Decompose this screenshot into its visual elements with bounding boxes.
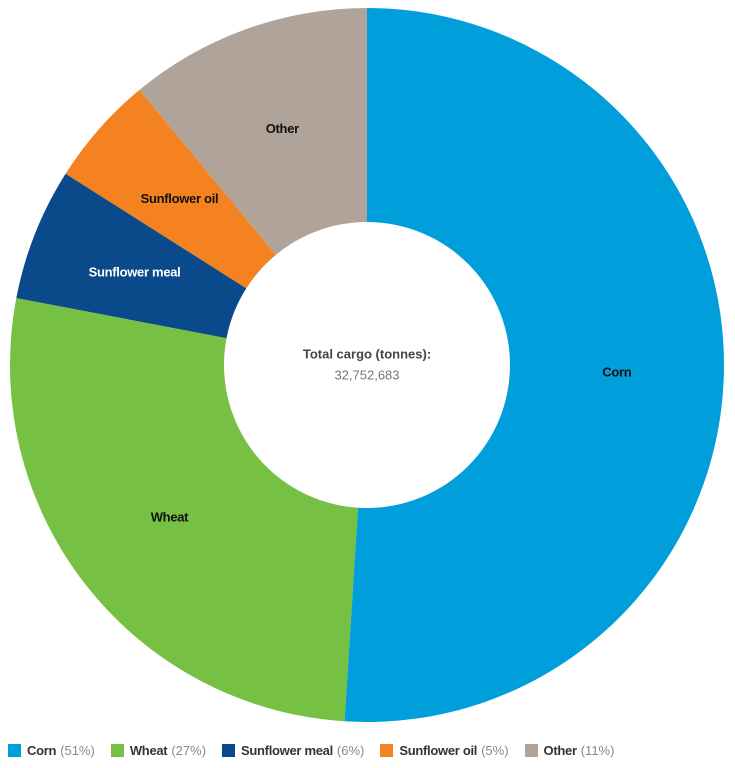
legend-percent: (27%) xyxy=(171,742,207,758)
legend-name: Wheat xyxy=(129,742,168,758)
slice-label: Wheat xyxy=(151,510,189,525)
slice-label: Sunflower meal xyxy=(89,264,181,279)
legend-name: Sunflower oil xyxy=(399,742,478,758)
legend-swatch xyxy=(524,743,538,757)
legend-swatch xyxy=(222,743,236,757)
slice xyxy=(9,298,359,722)
slice xyxy=(16,173,247,339)
slice-label: Other xyxy=(266,121,299,136)
legend-item: Sunflower meal (6%) xyxy=(222,743,364,758)
slice-label: Corn xyxy=(602,364,631,379)
legend-swatch xyxy=(110,743,124,757)
legend: Corn (51%) Wheat (27%) Sunflower meal (6%) Sun… xyxy=(0,735,735,765)
legend-swatch xyxy=(380,743,394,757)
legend-item: Wheat (27%) xyxy=(110,742,207,758)
slice xyxy=(65,89,276,289)
legend-item: Other (11%) xyxy=(524,742,615,758)
legend-name: Corn xyxy=(27,742,57,758)
center-title: Total cargo (tonnes): xyxy=(303,346,431,361)
slice-label: Sunflower oil xyxy=(141,191,219,206)
chart: Total cargo (tonnes): 32,752,683 Corn Whe… xyxy=(9,8,724,722)
legend-percent: (51%) xyxy=(60,742,95,758)
legend-item: Corn (51%) xyxy=(8,743,95,758)
legend-percent: (5%) xyxy=(481,742,509,758)
legend-percent: (11%) xyxy=(580,742,615,758)
legend-swatch xyxy=(8,743,21,757)
slice xyxy=(139,8,367,255)
slice xyxy=(344,8,724,722)
legend-percent: (6%) xyxy=(336,742,365,758)
legend-name: Other xyxy=(543,742,577,758)
legend-name: Sunflower meal xyxy=(241,742,333,758)
center-value: 32,752,683 xyxy=(334,367,399,382)
legend-item: Sunflower oil (5%) xyxy=(380,742,509,758)
